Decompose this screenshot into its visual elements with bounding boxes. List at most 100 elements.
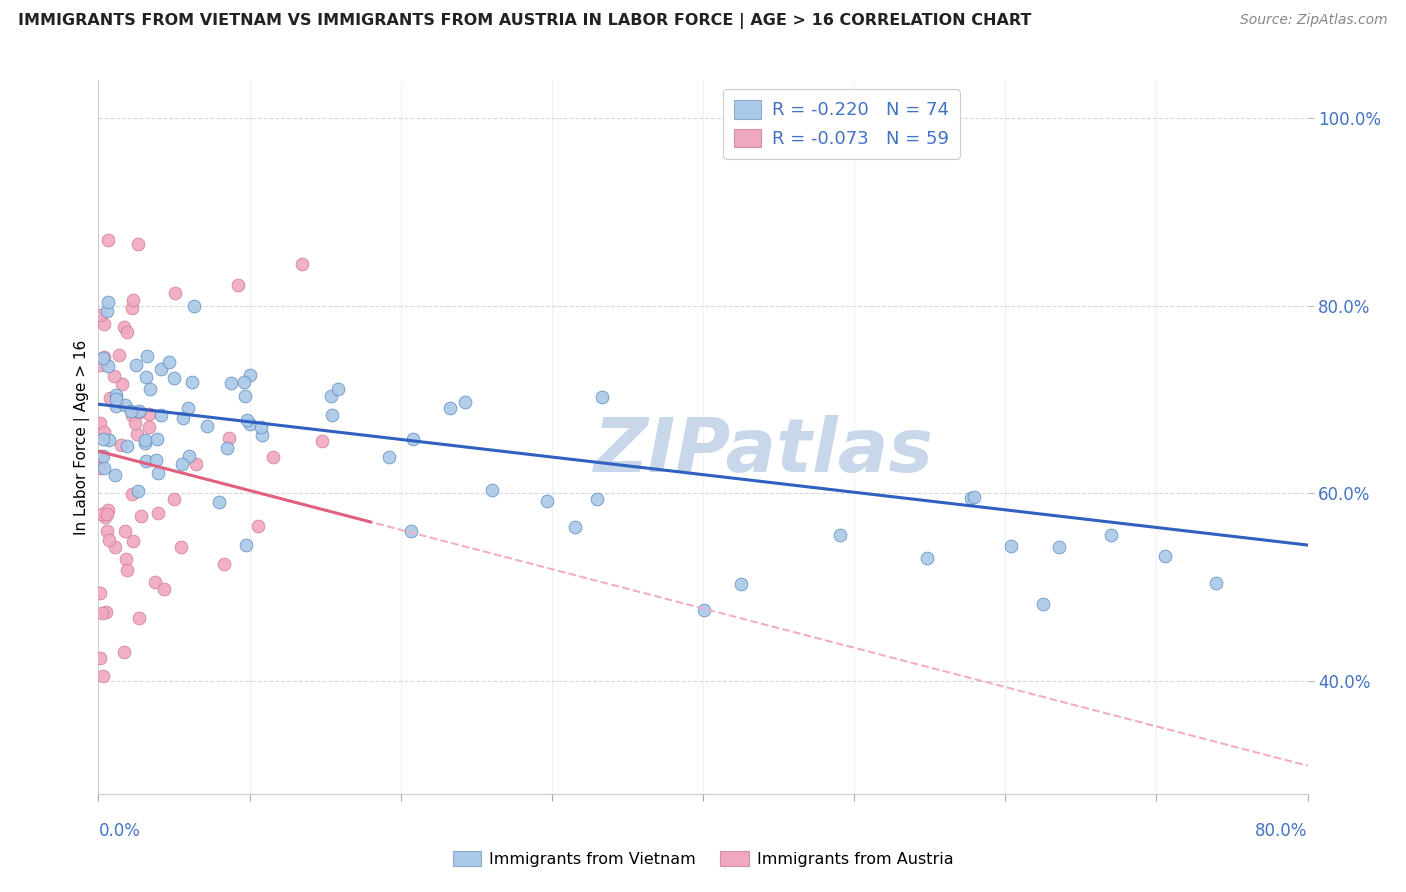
Point [114,524,136,538]
Point [104,540,127,554]
Point [183,299,205,313]
Point [218,431,240,445]
Point [252,428,274,442]
Point [1032,597,1054,611]
Point [96,304,118,318]
Point [247,519,270,533]
Point [111,377,134,392]
Point [115,563,138,577]
Text: 80.0%: 80.0% [1256,822,1308,840]
Point [128,404,150,418]
Point [121,293,143,307]
Point [326,382,349,396]
Point [960,491,983,506]
Point [110,438,132,452]
Point [150,362,173,376]
Point [138,383,160,397]
Point [217,441,239,455]
Point [97,233,120,247]
Point [91,432,114,446]
Point [121,301,143,316]
Legend: Immigrants from Vietnam, Immigrants from Austria: Immigrants from Vietnam, Immigrants from… [446,845,960,873]
Point [453,394,475,409]
Point [219,376,242,390]
Point [96,524,118,538]
Point [163,285,186,300]
Point [134,436,156,450]
Point [319,389,342,403]
Point [105,388,128,402]
Point [195,419,218,434]
Point [321,408,343,422]
Point [114,645,136,659]
Point [89,416,111,430]
Point [89,586,111,600]
Point [93,461,115,475]
Point [104,399,127,413]
Point [236,413,259,427]
Point [239,368,262,382]
Point [311,434,333,448]
Point [402,432,425,446]
Point [235,389,257,403]
Point [157,355,180,369]
Point [114,399,136,413]
Point [91,606,114,620]
Point [91,351,114,365]
Point [97,433,120,447]
Point [915,550,938,565]
Point [98,533,121,548]
Point [149,408,172,422]
Point [97,295,120,310]
Point [125,359,148,373]
Point [122,533,145,548]
Point [127,427,149,442]
Point [585,491,607,506]
Point [135,453,157,467]
Point [153,582,176,596]
Point [91,669,114,683]
Point [89,309,111,323]
Point [145,453,167,467]
Point [1047,540,1070,554]
Point [828,528,851,542]
Point [103,468,125,483]
Point [172,411,194,425]
Point [97,359,120,374]
Point [146,466,169,480]
Point [115,552,138,566]
Point [176,401,198,415]
Point [135,349,157,363]
Point [170,458,193,472]
Point [128,405,150,419]
Point [235,538,257,552]
Point [115,325,138,339]
Text: IMMIGRANTS FROM VIETNAM VS IMMIGRANTS FROM AUSTRIA IN LABOR FORCE | AGE > 16 COR: IMMIGRANTS FROM VIETNAM VS IMMIGRANTS FR… [18,13,1032,29]
Point [89,650,111,665]
Point [90,508,112,522]
Point [184,457,207,471]
Point [564,520,586,534]
Text: ZIPatlas: ZIPatlas [593,415,934,488]
Point [226,278,249,293]
Point [378,450,401,464]
Point [179,450,201,464]
Point [124,416,146,430]
Point [112,320,135,334]
Point [214,557,236,571]
Point [93,425,115,439]
Point [591,390,613,404]
Point [439,401,461,415]
Point [1099,528,1122,542]
Point [120,404,142,418]
Point [96,507,118,521]
Point [134,433,156,447]
Point [107,348,129,362]
Point [98,392,121,406]
Point [97,502,120,516]
Point [93,351,115,365]
Point [262,450,284,464]
Point [1000,539,1022,553]
Point [89,460,111,475]
Point [91,450,114,464]
